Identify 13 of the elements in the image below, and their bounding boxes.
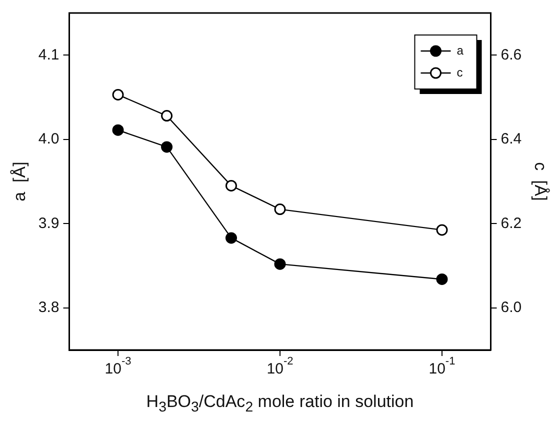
y2-tick-label: 6.6 <box>500 46 522 64</box>
x-axis-title: H$_{3}$BO$_{3}$/CdAc$_{2}$ mole ratio in solution <box>145 392 415 416</box>
y-tick-label: 3.8 <box>38 299 60 316</box>
y-tick-label: 4.1 <box>38 46 60 64</box>
legend-label: c <box>456 65 463 80</box>
y2-axis-title: c [Å] <box>531 162 550 201</box>
y-axis-title: a [Å] <box>10 162 29 202</box>
legend-label: a <box>456 43 464 58</box>
y-tick-label: 4.0 <box>38 130 60 148</box>
y-tick-label: 3.9 <box>38 214 60 232</box>
y2-tick-label: 6.0 <box>500 299 522 316</box>
y2-tick-label: 6.2 <box>500 214 522 232</box>
y2-tick-label: 6.4 <box>500 130 522 148</box>
